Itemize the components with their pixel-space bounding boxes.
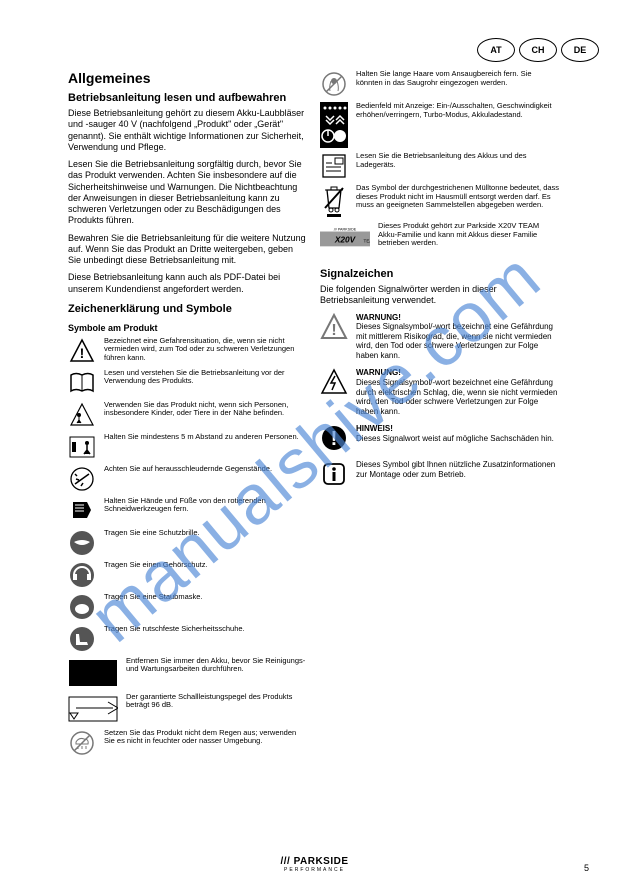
no-rain-icon — [68, 729, 96, 757]
electric-shock-icon — [320, 368, 348, 396]
symbols-subheading: Symbole am Produkt — [68, 323, 308, 333]
svg-text:/// PARKSIDE: /// PARKSIDE — [334, 228, 357, 232]
keep-distance-icon — [68, 433, 96, 461]
page-title: Allgemeines — [68, 70, 308, 86]
warning-triangle-icon: ! — [68, 337, 96, 365]
symbol-text: Halten Sie mindestens 5 m Abstand zu and… — [104, 433, 308, 442]
info-icon — [320, 460, 348, 488]
language-badges: AT CH DE — [477, 38, 599, 62]
symbol-row: Der garantierte Schallleistungspegel des… — [68, 693, 308, 725]
read-manual-icon — [68, 369, 96, 397]
symbol-text: Das Symbol der durchgestrichenen Müllton… — [356, 184, 560, 210]
notices-heading: Signalzeichen — [320, 268, 560, 280]
symbol-row: ! Bezeichnet eine Gefahrensituation, die… — [68, 337, 308, 365]
symbol-text: Tragen Sie eine Schutzbrille. — [104, 529, 308, 538]
svg-text:TEAM: TEAM — [364, 239, 370, 244]
svg-text:X20V: X20V — [334, 235, 357, 245]
symbols-heading: Zeichenerklärung und Symbole — [68, 303, 308, 315]
brand-subline: PERFORMANCE — [280, 867, 348, 873]
symbol-text: Halten Sie Hände und Füße von den rotier… — [104, 497, 308, 514]
notice-row: Dieses Symbol gibt Ihnen nützliche Zusat… — [320, 460, 560, 488]
symbol-row: Halten Sie lange Haare vom Ansaugbereich… — [320, 70, 560, 98]
x20v-team-icon: X20V TEAM /// PARKSIDE — [320, 222, 370, 254]
symbol-row: Bedienfeld mit Anzeige: Ein-/Ausschalten… — [320, 102, 560, 148]
notice-text: Dieses Symbol gibt Ihnen nützliche Zusat… — [356, 460, 560, 479]
symbol-row: Lesen Sie die Betriebsanleitung des Akku… — [320, 152, 560, 180]
symbol-row: Setzen Sie das Produkt nicht dem Regen a… — [68, 729, 308, 757]
footer-brand: /// PARKSIDE PERFORMANCE — [280, 856, 348, 873]
no-long-hair-icon — [320, 70, 348, 98]
lang-oval: AT — [477, 38, 515, 62]
intro-para: Bewahren Sie die Betriebsanleitung für d… — [68, 233, 308, 267]
intro-para: Diese Betriebsanleitung gehört zu diesem… — [68, 108, 308, 153]
symbol-row: Halten Sie Hände und Füße von den rotier… — [68, 497, 308, 525]
weee-bin-icon — [320, 184, 348, 218]
symbol-text: Bezeichnet eine Gefahrensituation, die, … — [104, 337, 308, 363]
warning-triangle-icon: ! — [320, 313, 348, 341]
symbol-text: Tragen Sie rutschfeste Sicherheitsschuhe… — [104, 625, 308, 634]
symbol-text: Lesen Sie die Betriebsanleitung des Akku… — [356, 152, 560, 169]
symbol-row: Lesen und verstehen Sie die Betriebsanle… — [68, 369, 308, 397]
page-number: 5 — [584, 863, 589, 873]
brand-logo: /// PARKSIDE — [280, 856, 348, 867]
symbol-text: Tragen Sie einen Gehörschutz. — [104, 561, 308, 570]
control-panel-icon — [320, 102, 348, 148]
symbol-text: Dieses Produkt gehört zur Parkside X20V … — [378, 222, 560, 248]
rotating-blades-icon — [68, 497, 96, 525]
symbol-row: Achten Sie auf herausschleudernde Gegens… — [68, 465, 308, 493]
symbol-text: Tragen Sie eine Staubmaske. — [104, 593, 308, 602]
notice-text: HINWEIS!Dieses Signalwort weist auf mögl… — [356, 424, 560, 443]
symbol-text: Lesen und verstehen Sie die Betriebsanle… — [104, 369, 308, 386]
safety-boots-icon — [68, 625, 96, 653]
symbol-text: Setzen Sie das Produkt nicht dem Regen a… — [104, 729, 308, 746]
read-charger-manual-icon — [320, 152, 348, 180]
notice-row: ! HINWEIS!Dieses Signalwort weist auf mö… — [320, 424, 560, 452]
symbol-row: Tragen Sie eine Schutzbrille. — [68, 529, 308, 557]
notice-row: WARNUNG!Dieses Signalsymbol/-wort bezeic… — [320, 368, 560, 416]
symbol-row: Tragen Sie eine Staubmaske. — [68, 593, 308, 621]
svg-text:!: ! — [331, 322, 336, 339]
symbol-row: X20V TEAM /// PARKSIDE Dieses Produkt gehö… — [320, 222, 560, 254]
notice-text: WARNUNG!Dieses Signalsymbol/-wort bezeic… — [356, 368, 560, 416]
remove-battery-icon — [68, 657, 118, 689]
keep-bystanders-away-icon — [68, 401, 96, 429]
lang-oval: DE — [561, 38, 599, 62]
ear-protection-icon — [68, 561, 96, 589]
symbol-row: Entfernen Sie immer den Akku, bevor Sie … — [68, 657, 308, 689]
dust-mask-icon — [68, 593, 96, 621]
symbol-text: Verwenden Sie das Produkt nicht, wenn si… — [104, 401, 308, 418]
right-column: Halten Sie lange Haare vom Ansaugbereich… — [320, 70, 560, 496]
symbol-row: Tragen Sie rutschfeste Sicherheitsschuhe… — [68, 625, 308, 653]
flying-objects-icon — [68, 465, 96, 493]
symbol-text: Achten Sie auf herausschleudernde Gegens… — [104, 465, 308, 474]
intro-para: Diese Betriebsanleitung kann auch als PD… — [68, 272, 308, 295]
left-column: Allgemeines Betriebsanleitung lesen und … — [68, 70, 308, 761]
symbol-text: Entfernen Sie immer den Akku, bevor Sie … — [126, 657, 308, 674]
symbol-text: Der garantierte Schallleistungspegel des… — [126, 693, 308, 710]
intro-para: Lesen Sie die Betriebsanleitung sorgfält… — [68, 159, 308, 227]
notice-text: WARNUNG!Dieses Signalsymbol/-wort bezeic… — [356, 313, 560, 361]
blower-diagram-icon — [68, 693, 118, 725]
symbol-text: Halten Sie lange Haare vom Ansaugbereich… — [356, 70, 560, 87]
lang-oval: CH — [519, 38, 557, 62]
svg-text:!: ! — [80, 345, 85, 361]
symbol-row: Das Symbol der durchgestrichenen Müllton… — [320, 184, 560, 218]
symbol-row: Tragen Sie einen Gehörschutz. — [68, 561, 308, 589]
section-subtitle: Betriebsanleitung lesen und aufbewahren — [68, 92, 308, 104]
symbol-text: Bedienfeld mit Anzeige: Ein-/Ausschalten… — [356, 102, 560, 119]
symbol-row: Halten Sie mindestens 5 m Abstand zu and… — [68, 433, 308, 461]
notices-sub: Die folgenden Signalwörter werden in die… — [320, 284, 560, 307]
eye-protection-icon — [68, 529, 96, 557]
notice-exclaim-icon: ! — [320, 424, 348, 452]
notice-row: ! WARNUNG!Dieses Signalsymbol/-wort beze… — [320, 313, 560, 361]
symbol-row: Verwenden Sie das Produkt nicht, wenn si… — [68, 401, 308, 429]
svg-text:!: ! — [331, 428, 338, 450]
